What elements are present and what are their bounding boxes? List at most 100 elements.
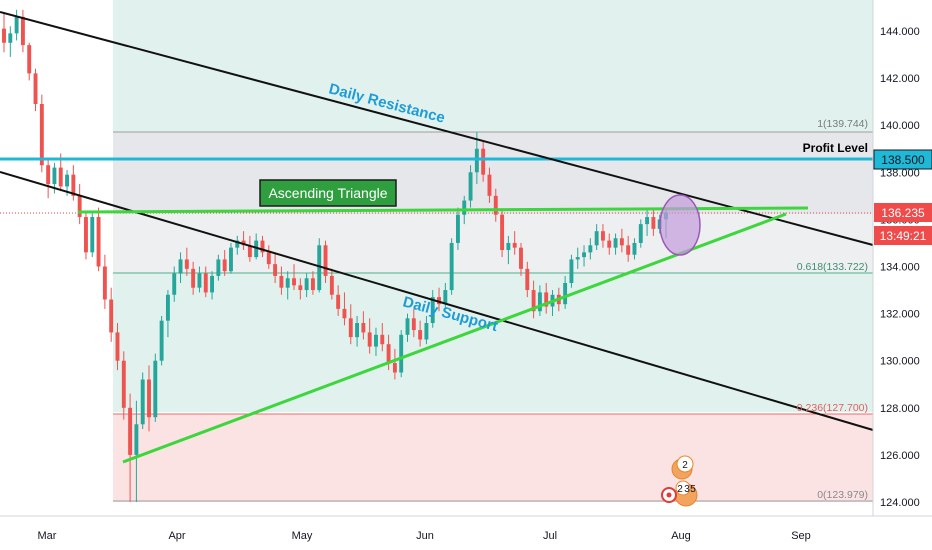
candle [418, 320, 423, 347]
candles-group [2, 9, 668, 502]
candle [626, 235, 631, 262]
candle-body [65, 174, 70, 187]
candle [304, 273, 309, 298]
candle-body [367, 332, 372, 347]
candle [392, 348, 397, 380]
candle-body [531, 290, 536, 312]
candle [121, 351, 126, 420]
candle-body [455, 214, 460, 243]
candle-body [2, 28, 6, 43]
candle-body [449, 242, 454, 291]
candle [632, 238, 637, 260]
candle [487, 167, 492, 203]
price-tick-label: 128.000 [880, 403, 920, 415]
candle [310, 271, 315, 295]
ascending-triangle-box[interactable]: Ascending Triangle [259, 179, 397, 207]
time-axis-panel[interactable] [0, 516, 932, 550]
candle [266, 245, 271, 269]
candle [20, 9, 25, 53]
fib-label-0236: 0.236(127.700) [797, 402, 868, 414]
candle-body [563, 282, 568, 305]
candle [128, 393, 133, 502]
event-badges[interactable]: 2 2 3 5 [661, 455, 698, 507]
candle-body [71, 174, 76, 196]
candle-body [147, 379, 151, 418]
price-tick-label: 130.000 [880, 356, 920, 368]
time-tick-label: Jul [543, 530, 557, 542]
candle [197, 266, 202, 293]
candle [39, 94, 44, 173]
candle [336, 285, 341, 316]
candle [147, 365, 151, 432]
candle-body [619, 238, 624, 246]
candle [184, 247, 189, 276]
candle [159, 315, 164, 366]
candle-body [254, 240, 259, 258]
candle [153, 353, 158, 422]
candle [323, 240, 328, 283]
candle-body [342, 308, 347, 319]
candle [537, 285, 542, 316]
candle [531, 280, 536, 319]
candle-body [474, 148, 479, 173]
candle [613, 233, 618, 255]
price-axis-panel[interactable] [873, 0, 932, 516]
candle [279, 266, 284, 295]
daily-support-line[interactable] [0, 171, 874, 431]
daily-resistance-line[interactable] [0, 11, 874, 246]
triangle-bottom-line[interactable] [122, 212, 787, 464]
candle-body [128, 407, 133, 455]
profit-price-tag-value: 138.500 [881, 153, 925, 167]
candle [2, 12, 6, 53]
candle-body [468, 172, 473, 201]
candle-body [411, 318, 416, 331]
candle-body [121, 360, 126, 408]
candle-body [626, 245, 631, 255]
price-tick-label: 144.000 [880, 26, 920, 38]
candle [178, 252, 183, 283]
fib-label-0618: 0.618(133.722) [797, 261, 868, 273]
time-tick-label: Mar [38, 530, 57, 542]
candle-body [317, 245, 322, 291]
candle-body [90, 217, 95, 253]
candle-body [229, 247, 233, 272]
candle-body [210, 275, 215, 293]
candle [430, 290, 435, 328]
candle [172, 266, 177, 302]
candle-body [430, 297, 435, 324]
event-badge-3: 3 [684, 484, 690, 495]
candle-body [392, 363, 397, 373]
candle [449, 238, 454, 295]
candle-body [525, 268, 530, 291]
candle-body [285, 278, 290, 288]
candle-body [588, 245, 593, 253]
candle-body [33, 73, 38, 105]
candle [411, 308, 416, 338]
candle [405, 313, 410, 342]
price-tick-label: 134.000 [880, 262, 920, 274]
candle [437, 287, 441, 312]
candle-body [437, 297, 441, 305]
candle [203, 266, 208, 298]
candle [582, 245, 586, 267]
candle [90, 212, 95, 258]
candle [84, 212, 88, 260]
price-tick-label: 142.000 [880, 73, 920, 85]
candle [506, 235, 511, 265]
candle-body [102, 266, 107, 300]
candle [235, 235, 240, 255]
time-tick-label: Aug [671, 530, 691, 542]
candle-body [582, 252, 586, 258]
candle-body [386, 344, 391, 364]
fib-zone-red [113, 414, 873, 502]
candle [424, 315, 429, 345]
candle [46, 158, 51, 199]
candle [455, 207, 460, 251]
event-badge-2: 2 [677, 484, 683, 495]
breakout-highlight-ellipse[interactable] [659, 194, 701, 256]
candle [102, 254, 107, 309]
candle-body [109, 299, 114, 333]
candle-body [462, 200, 467, 215]
candle [600, 224, 605, 248]
